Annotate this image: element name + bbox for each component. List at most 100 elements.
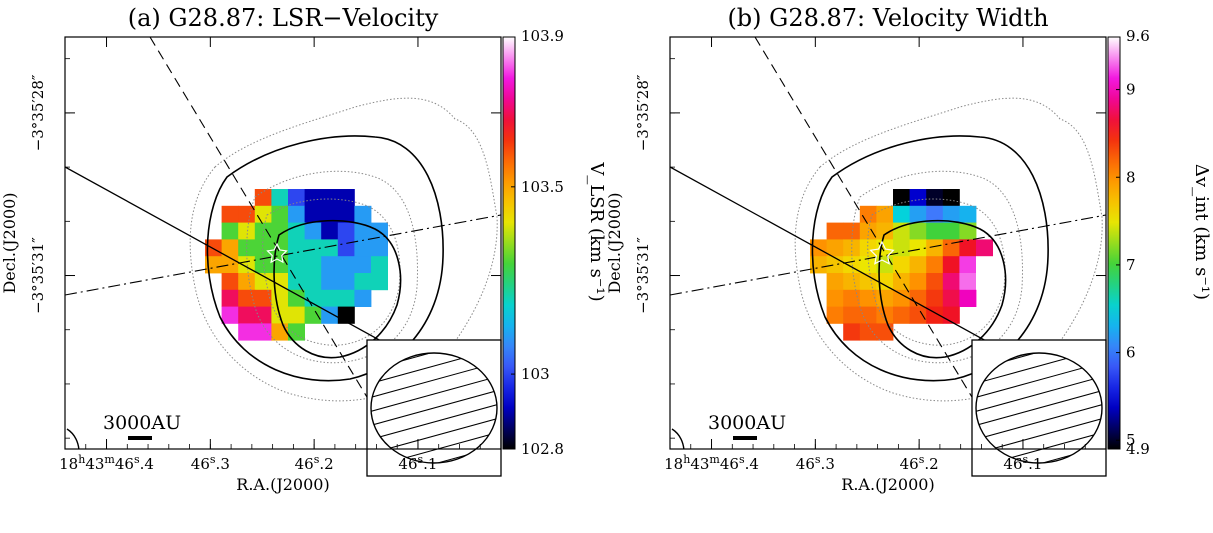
- heatmap-cell: [254, 189, 272, 207]
- heatmap-cell: [976, 273, 993, 291]
- beam-ellipse: [370, 352, 498, 464]
- heatmap-cell: [926, 256, 944, 274]
- heatmap-cell: [843, 323, 861, 341]
- heatmap-cell: [893, 256, 910, 274]
- colorbar-label: V_LSR (km s⁻¹): [586, 161, 607, 301]
- heatmap-cell: [288, 256, 305, 274]
- heatmap-cell: [221, 289, 239, 307]
- heatmap-cell: [354, 205, 372, 223]
- heatmap-cell: [876, 205, 894, 223]
- scale-bar: [128, 436, 152, 440]
- heatmap-cell: [271, 289, 289, 307]
- heatmap-cell: [304, 289, 322, 307]
- outflow-dashed-line: [149, 37, 386, 428]
- contour-outer-solid: [206, 135, 444, 382]
- heatmap-cell: [221, 239, 239, 257]
- contour-outer-solid: [811, 135, 1049, 382]
- plot-area: [65, 37, 501, 449]
- heatmap-cell: [254, 323, 272, 341]
- heatmap-cell: [909, 273, 927, 291]
- heatmap-cell: [271, 189, 289, 207]
- heatmap-cell: [859, 273, 877, 291]
- x-tick-label: 46s.3: [191, 453, 230, 473]
- heatmap-cell: [337, 273, 355, 291]
- colorbar-tick-label: 9: [1126, 81, 1136, 99]
- heatmap-cell: [254, 239, 272, 257]
- heatmap-cell: [959, 205, 977, 223]
- heatmap-cell: [254, 306, 272, 324]
- beam-inset: [366, 339, 502, 477]
- scale-bar: [733, 436, 757, 440]
- heatmap-cell: [288, 222, 305, 240]
- heatmap-cell: [321, 273, 339, 291]
- heatmap-cell: [304, 205, 322, 223]
- contour-outer-dotted: [189, 97, 498, 402]
- heatmap-cell: [959, 273, 977, 291]
- heatmap-cell: [304, 239, 322, 257]
- contour-outer-dotted: [794, 97, 1103, 402]
- heatmap-cell: [876, 289, 894, 307]
- colorbar-min-label: 4.9: [1126, 440, 1150, 458]
- heatmap-cell: [254, 273, 272, 291]
- heatmap-cell: [271, 273, 289, 291]
- heatmap-cell: [942, 205, 960, 223]
- heatmap-cell: [959, 289, 977, 307]
- x-tick-label: 18h43m46s.4: [664, 453, 759, 473]
- heatmap-cell: [893, 289, 910, 307]
- heatmap-cell: [926, 239, 944, 257]
- heatmap-cell: [859, 256, 877, 274]
- colorbar-label: Δv_int (km s⁻¹): [1191, 164, 1212, 300]
- heatmap-cell: [354, 289, 372, 307]
- heatmap-cell: [271, 222, 289, 240]
- heatmap-cell: [371, 256, 388, 274]
- heatmap-cell: [304, 189, 322, 207]
- heatmap-cell: [238, 289, 256, 307]
- contour-mid-dotted: [246, 170, 418, 364]
- outflow-dashed-line: [754, 37, 991, 428]
- heatmap-cell: [238, 323, 256, 341]
- contour-inner-dotted: [867, 198, 1006, 346]
- heatmap-cell: [942, 222, 960, 240]
- contour-mid-dotted: [851, 170, 1023, 364]
- heatmap-cell: [221, 222, 239, 240]
- contour-corner: [671, 428, 685, 449]
- heatmap-cell: [288, 289, 305, 307]
- x-tick-label: 46s.3: [796, 453, 835, 473]
- contour-inner-dotted: [262, 198, 401, 346]
- heatmap-cell: [893, 189, 910, 207]
- colorbar: 103.9 102.8 103 103.5 V_LSR (km s⁻¹): [502, 27, 607, 458]
- heatmap-cell: [859, 323, 877, 341]
- contour-inner-solid: [878, 219, 1007, 359]
- heatmap-cell: [238, 273, 256, 291]
- panel-b: (b) G28.87: Velocity Width 18h43m46s.4 46s…: [605, 4, 1212, 494]
- heatmap-cell: [254, 289, 272, 307]
- heatmap-cell: [337, 205, 355, 223]
- colorbar-tick-label: 103.5: [521, 178, 564, 196]
- heatmap-cell: [288, 239, 305, 257]
- y-tick-label: −3°35′28″: [634, 74, 652, 151]
- heatmap-cell: [238, 189, 256, 207]
- x-tick-label: 46s.1: [398, 453, 437, 473]
- heatmap-cell: [893, 205, 910, 223]
- y-tick-label: −3°35′31″: [29, 237, 47, 314]
- heatmap-cell: [321, 256, 339, 274]
- heatmap-cell: [926, 222, 944, 240]
- x-tick-label: 46s.2: [295, 453, 334, 473]
- colorbar-gradient: [1107, 36, 1121, 450]
- heatmap-cell: [826, 273, 844, 291]
- colorbar-tick-label: 6: [1126, 344, 1136, 362]
- y-axis-label: Decl.(J2000): [605, 192, 624, 293]
- heatmap-cell: [959, 239, 977, 257]
- colorbar-max-label: 9.6: [1126, 27, 1150, 45]
- heatmap-cell: [909, 289, 927, 307]
- heatmap-cell: [304, 256, 322, 274]
- heatmap-cell: [843, 222, 861, 240]
- panel-title: (a) G28.87: LSR−Velocity: [128, 4, 439, 32]
- heatmap-cell: [876, 273, 894, 291]
- heatmap-cell: [205, 256, 222, 274]
- heatmap-cell: [826, 222, 844, 240]
- x-axis-label: R.A.(J2000): [236, 475, 329, 494]
- heatmap-cell: [926, 205, 944, 223]
- heatmap-cell: [221, 256, 239, 274]
- heatmap-cell: [321, 222, 339, 240]
